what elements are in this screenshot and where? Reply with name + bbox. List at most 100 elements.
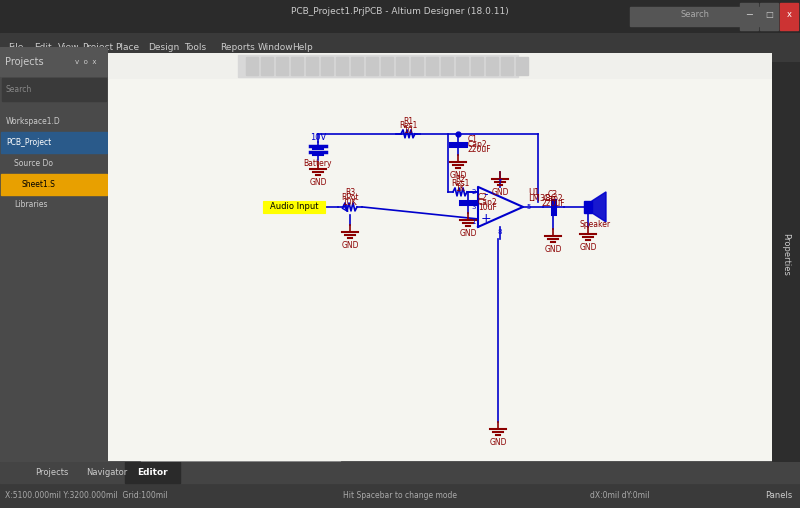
Bar <box>246 57 258 75</box>
Bar <box>396 57 408 75</box>
Text: ─: ─ <box>746 10 752 20</box>
Bar <box>291 57 303 75</box>
Text: Projects: Projects <box>35 468 69 478</box>
Text: 7: 7 <box>498 179 502 185</box>
Text: Navigator: Navigator <box>86 468 128 478</box>
Text: GND: GND <box>310 178 326 187</box>
Text: Design: Design <box>148 43 179 52</box>
Text: 10K: 10K <box>342 198 358 207</box>
Text: X:5100.000mil Y:3200.000mil  Grid:100mil: X:5100.000mil Y:3200.000mil Grid:100mil <box>5 491 168 500</box>
Text: 1K: 1K <box>455 184 465 193</box>
Text: GND: GND <box>450 171 466 180</box>
Text: Properties: Properties <box>782 233 790 276</box>
Text: Search: Search <box>6 85 32 94</box>
Text: 10uF: 10uF <box>478 203 497 212</box>
Text: R3: R3 <box>345 188 355 197</box>
Polygon shape <box>592 192 606 222</box>
Text: 8: 8 <box>498 229 502 235</box>
Text: C2: C2 <box>478 193 488 202</box>
Bar <box>366 57 378 75</box>
Text: 2: 2 <box>472 189 476 195</box>
Text: Res1: Res1 <box>451 179 469 188</box>
Bar <box>321 57 333 75</box>
Text: Source Do: Source Do <box>14 159 53 168</box>
Text: Panels: Panels <box>765 491 792 500</box>
Bar <box>456 57 468 75</box>
Text: Libraries: Libraries <box>14 201 47 209</box>
Text: C1: C1 <box>468 135 478 144</box>
Bar <box>630 7 760 26</box>
Bar <box>471 57 483 75</box>
Bar <box>238 55 518 78</box>
Bar <box>306 57 318 75</box>
Text: 220uF: 220uF <box>541 199 565 208</box>
Text: Help: Help <box>292 43 313 52</box>
Bar <box>336 57 348 75</box>
Text: C3: C3 <box>548 190 558 199</box>
Text: GND: GND <box>459 229 477 238</box>
Text: Projects: Projects <box>5 57 44 67</box>
Text: Cap2: Cap2 <box>478 198 498 207</box>
Text: Cap2: Cap2 <box>543 195 563 203</box>
Text: 1: 1 <box>471 219 476 225</box>
Bar <box>760 3 778 29</box>
Bar <box>263 201 325 213</box>
Bar <box>261 57 273 75</box>
Text: RPot: RPot <box>342 193 358 202</box>
Bar <box>276 57 288 75</box>
Bar <box>351 57 363 75</box>
Text: GND: GND <box>342 241 358 250</box>
Text: dX:0mil dY:0mil: dX:0mil dY:0mil <box>590 491 650 500</box>
Bar <box>501 57 513 75</box>
Text: File: File <box>8 43 23 52</box>
Text: R2: R2 <box>455 175 465 184</box>
Bar <box>141 461 341 465</box>
Text: R1: R1 <box>403 117 413 126</box>
Bar <box>1 174 107 195</box>
Text: Audio Input: Audio Input <box>270 202 318 211</box>
Bar <box>411 57 423 75</box>
Text: Window: Window <box>258 43 294 52</box>
Text: Speaker: Speaker <box>579 220 610 229</box>
Text: Tools: Tools <box>184 43 206 52</box>
Text: v  o  x: v o x <box>75 59 97 65</box>
Text: LM386: LM386 <box>528 194 556 203</box>
Text: 3: 3 <box>471 204 476 210</box>
Text: 10: 10 <box>403 126 413 135</box>
Text: Edit: Edit <box>34 43 52 52</box>
Bar <box>0 47 108 76</box>
Polygon shape <box>478 187 523 227</box>
Text: Place: Place <box>115 43 139 52</box>
Text: GND: GND <box>544 245 562 254</box>
Text: PCB_Project: PCB_Project <box>6 138 51 147</box>
Bar <box>516 57 528 75</box>
Bar <box>486 57 498 75</box>
Text: Res1: Res1 <box>399 121 417 131</box>
Text: View: View <box>58 43 79 52</box>
Text: -: - <box>484 188 488 201</box>
Text: Project: Project <box>82 43 113 52</box>
Text: GND: GND <box>491 188 509 197</box>
Text: Cap2: Cap2 <box>468 140 488 149</box>
Bar <box>125 462 180 483</box>
Bar <box>426 57 438 75</box>
Bar <box>584 201 592 213</box>
Bar <box>1 132 107 153</box>
Text: x: x <box>786 10 791 19</box>
Text: 220uF: 220uF <box>468 145 492 154</box>
Bar <box>2 78 106 101</box>
Text: +: + <box>481 212 491 226</box>
Bar <box>740 3 758 29</box>
Bar <box>0 462 800 483</box>
Text: Sheet1.S: Sheet1.S <box>22 180 56 188</box>
Text: Editor: Editor <box>137 468 167 478</box>
Text: Reports: Reports <box>220 43 254 52</box>
Text: GND: GND <box>490 438 506 447</box>
Bar <box>780 3 798 29</box>
Text: Hit Spacebar to change mode: Hit Spacebar to change mode <box>343 491 457 500</box>
Text: 10V: 10V <box>310 133 326 142</box>
Text: Search: Search <box>681 10 710 19</box>
Text: U1: U1 <box>528 188 539 197</box>
Text: 5: 5 <box>526 204 530 210</box>
Bar <box>441 57 453 75</box>
